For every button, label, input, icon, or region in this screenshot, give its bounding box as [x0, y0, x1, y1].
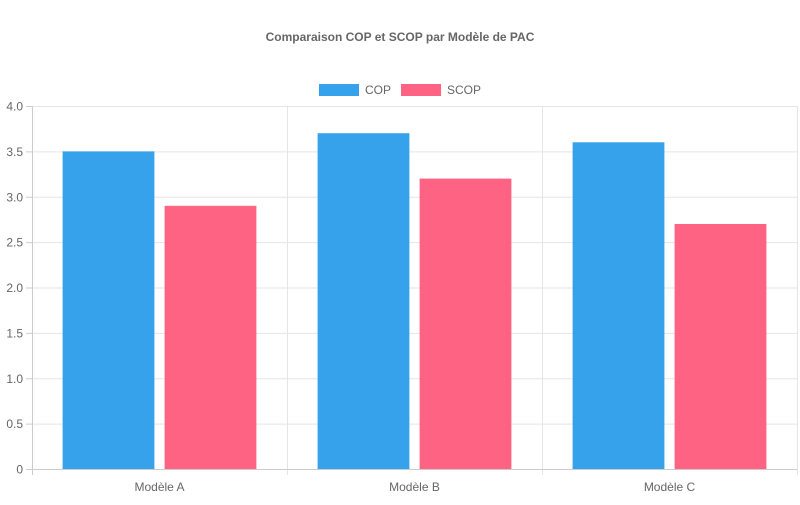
legend-swatch-scop — [401, 84, 442, 96]
y-tick-label: 0.5 — [6, 417, 23, 431]
grid — [32, 106, 798, 475]
y-tick-label: 3.0 — [6, 190, 23, 204]
y-tick-label: 0 — [16, 463, 23, 477]
y-tick-label: 1.0 — [6, 372, 23, 386]
bar-cop — [572, 142, 665, 470]
bars — [62, 133, 767, 470]
bar-scop — [674, 223, 767, 469]
bar-cop — [317, 133, 410, 469]
legend-label: COP — [365, 83, 391, 97]
legend-label: SCOP — [447, 83, 481, 97]
y-tick-label: 4.0 — [6, 100, 23, 114]
x-tick-label: Modèle B — [389, 480, 440, 494]
y-tick-label: 1.5 — [6, 326, 23, 340]
x-tick-label: Modèle C — [644, 480, 696, 494]
x-tick-label: Modèle A — [134, 480, 184, 494]
bar-scop — [419, 178, 512, 469]
y-tick-label: 2.0 — [6, 281, 23, 295]
y-tick-label: 3.5 — [6, 145, 23, 159]
y-tick-label: 2.5 — [6, 236, 23, 250]
bar-cop — [62, 151, 155, 469]
chart-title: Comparaison COP et SCOP par Modèle de PA… — [266, 30, 535, 44]
legend: COP SCOP — [319, 83, 481, 97]
bar-scop — [164, 205, 257, 469]
legend-swatch-cop — [319, 84, 359, 96]
axes: 0 0.5 1.0 1.5 2.0 2.5 3.0 3.5 4.0 Modèle A Modèle … — [6, 100, 797, 494]
